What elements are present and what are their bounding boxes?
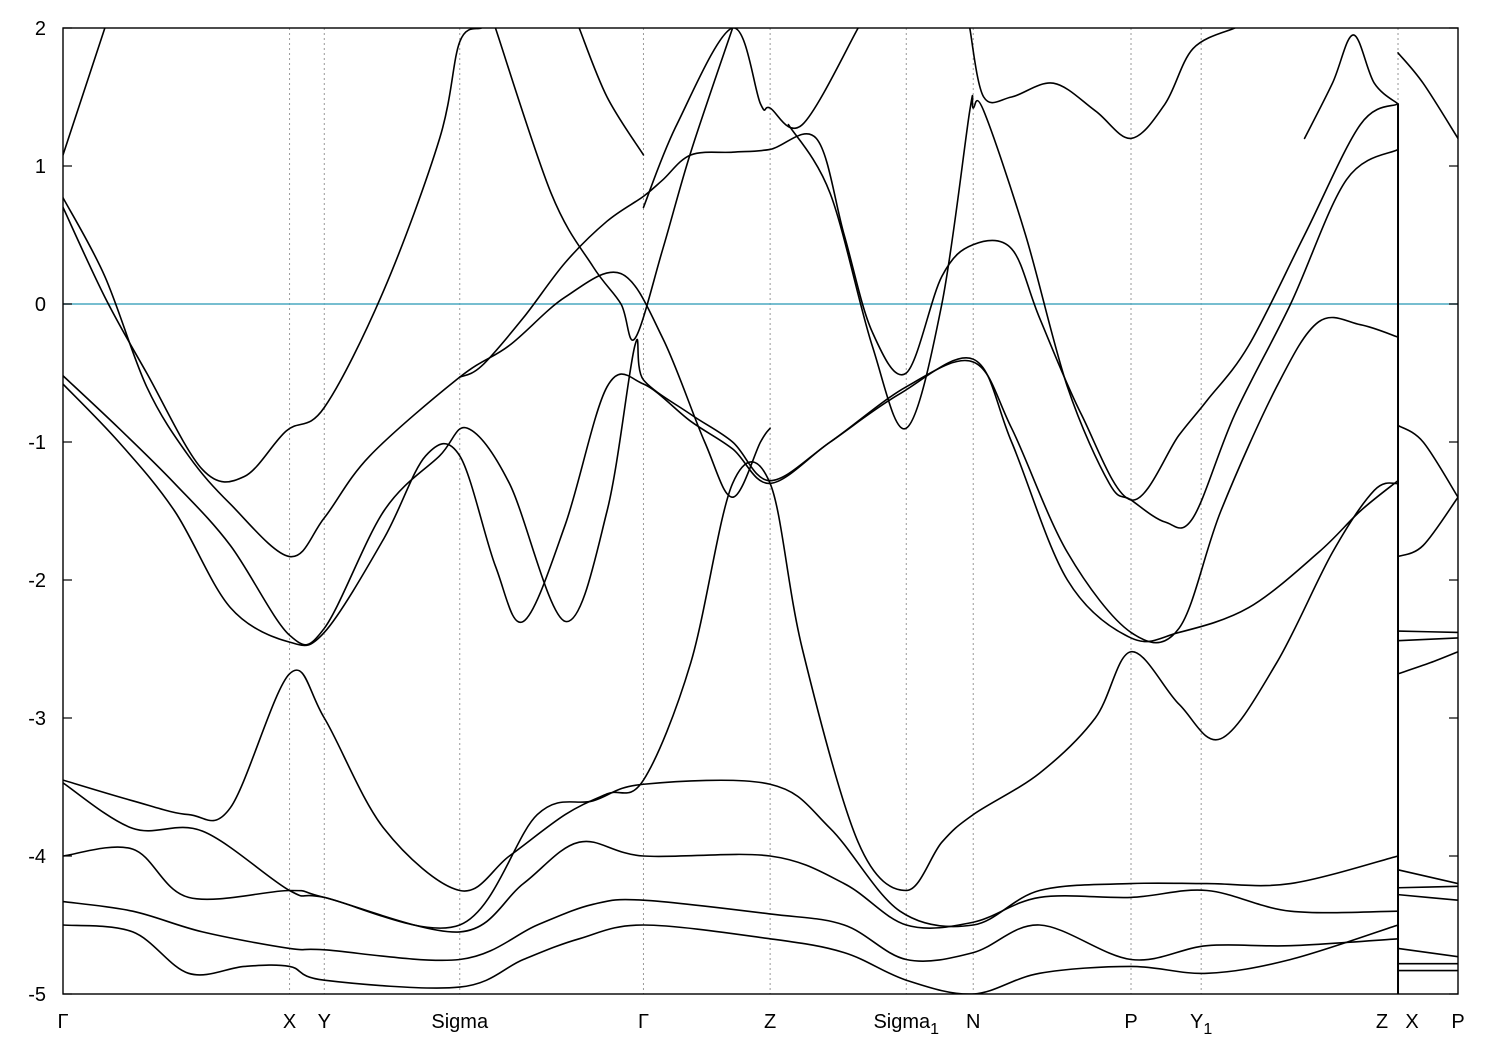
x-tick-subscript: 1 — [930, 1021, 939, 1038]
band-line-6 — [63, 779, 1399, 929]
high-symmetry-lines — [289, 28, 1399, 994]
band-line-10 — [458, 103, 1399, 501]
band-line-15 — [968, 28, 1236, 140]
y-tick-label: -4 — [28, 846, 46, 868]
x-tick-label: Z — [1376, 1011, 1388, 1033]
x-tick-label: Γ — [638, 1011, 649, 1033]
x-tick-label: Y — [318, 1011, 331, 1033]
band-line-22 — [1397, 650, 1458, 675]
band-lines — [63, 28, 1458, 994]
band-line-3 — [63, 316, 1399, 646]
band-line-5 — [63, 461, 1399, 892]
y-tick-label: 2 — [35, 18, 46, 40]
band-line-18 — [1397, 496, 1458, 558]
x-tick-label: P — [1124, 1011, 1137, 1033]
y-tick-label: -5 — [28, 984, 46, 1006]
x-axis-ticks: Γ X Y Sigma Γ Z Sigma1 N P Y1 Z X P — [57, 1011, 1464, 1038]
x-tick-subscript: 1 — [1203, 1021, 1212, 1038]
x-tick-label: X — [1405, 1011, 1418, 1033]
x-tick-label: Γ — [57, 1011, 68, 1033]
y-tick-label: -2 — [28, 570, 46, 592]
band-line-8 — [63, 898, 1399, 962]
plot-frame — [62, 27, 1459, 995]
x-tick-label: P — [1451, 1011, 1464, 1033]
band-line-13 — [642, 28, 859, 209]
band-line-17 — [1397, 424, 1458, 498]
x-tick-label: Sigma — [431, 1011, 489, 1033]
y-tick-label: 1 — [35, 156, 46, 178]
band-line-24 — [1397, 885, 1458, 889]
band-line-7 — [63, 840, 1399, 933]
y-tick-label: 0 — [35, 294, 46, 316]
y-axis-ticks: 2 1 0 -1 -2 -3 -4 -5 — [28, 18, 1458, 1006]
x-tick-label: N — [966, 1011, 980, 1033]
band-line-23 — [1397, 869, 1458, 885]
band-line-11 — [578, 28, 645, 156]
band-line-12 — [494, 28, 734, 341]
band-line-21 — [1397, 637, 1458, 642]
x-tick-label: Y1 — [1190, 1011, 1212, 1038]
band-line-26 — [1397, 947, 1458, 958]
band-line-4 — [63, 357, 1399, 647]
band-line-20 — [1397, 630, 1458, 634]
y-tick-label: -1 — [28, 432, 46, 454]
band-line-2 — [63, 28, 483, 483]
band-line-16 — [1303, 34, 1399, 140]
x-tick-label: X — [283, 1011, 296, 1033]
x-tick-label: Z — [764, 1011, 776, 1033]
band-line-0 — [63, 28, 106, 156]
x-tick-label: Sigma1 — [873, 1011, 939, 1038]
band-line-25 — [1397, 893, 1458, 901]
band-line-1 — [63, 196, 771, 558]
band-line-9 — [63, 924, 1399, 994]
band-line-14 — [787, 94, 1399, 529]
band-line-19 — [1397, 52, 1458, 140]
y-tick-label: -3 — [28, 708, 46, 730]
